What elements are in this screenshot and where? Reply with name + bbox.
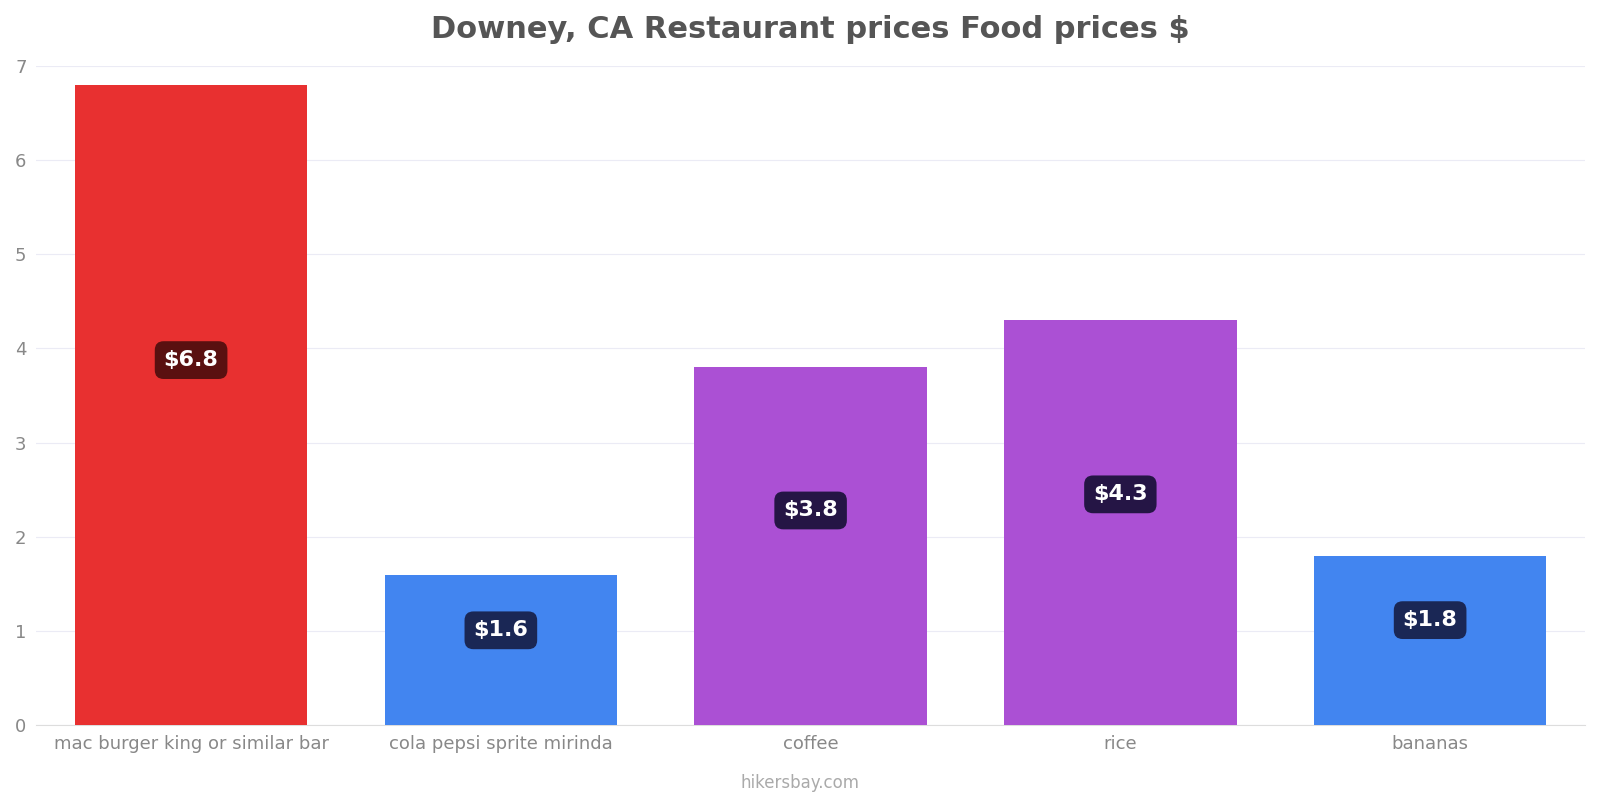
Bar [384, 574, 618, 726]
Bar [1005, 320, 1237, 726]
Text: $1.6: $1.6 [474, 620, 528, 640]
Text: hikersbay.com: hikersbay.com [741, 774, 859, 792]
Bar [694, 367, 926, 726]
Text: $3.8: $3.8 [784, 501, 838, 521]
Text: $6.8: $6.8 [163, 350, 219, 370]
Title: Downey, CA Restaurant prices Food prices $: Downey, CA Restaurant prices Food prices… [432, 15, 1190, 44]
Bar [1314, 556, 1546, 726]
Text: $1.8: $1.8 [1403, 610, 1458, 630]
Text: $4.3: $4.3 [1093, 484, 1147, 504]
Bar [75, 85, 307, 726]
